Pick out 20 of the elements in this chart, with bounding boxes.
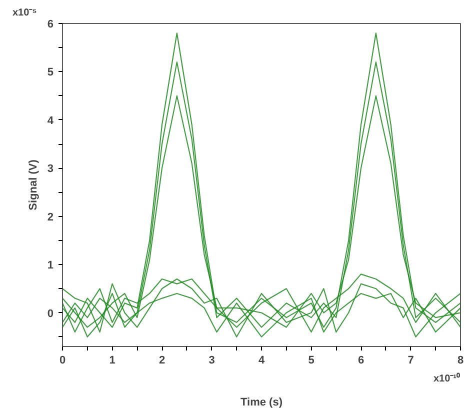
- x-axis-title: Time (s): [240, 396, 283, 408]
- text: x10⁻⁵: [12, 8, 38, 18]
- x-tick-label: 4: [258, 354, 266, 366]
- y-tick-label: 5: [47, 66, 54, 79]
- y-tick-label: 6: [47, 18, 54, 30]
- text: x10⁻¹⁰: [433, 372, 460, 384]
- x-tick-label: 8: [457, 354, 464, 366]
- y-tick-label: 1: [47, 260, 54, 272]
- y-tick-label: 0: [47, 308, 54, 320]
- y-tick-label: 3: [47, 163, 54, 176]
- y-axis-title: Signal (V): [27, 159, 40, 210]
- x-tick-label: 6: [358, 354, 364, 366]
- y-tick-label: 2: [47, 211, 54, 224]
- x-tick-label: 2: [158, 354, 166, 366]
- x-tick-label: 5: [308, 354, 314, 366]
- x-tick-label: 3: [208, 354, 215, 366]
- x-tick-label: 7: [408, 354, 414, 366]
- x-tick-label: 0: [59, 354, 66, 366]
- y-tick-label: 4: [47, 114, 54, 127]
- x-tick-label: 1: [109, 354, 116, 366]
